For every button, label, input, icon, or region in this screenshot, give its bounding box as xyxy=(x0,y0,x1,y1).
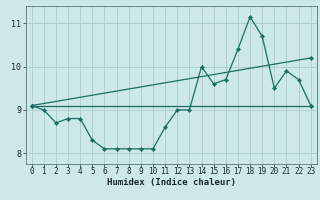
X-axis label: Humidex (Indice chaleur): Humidex (Indice chaleur) xyxy=(107,178,236,187)
